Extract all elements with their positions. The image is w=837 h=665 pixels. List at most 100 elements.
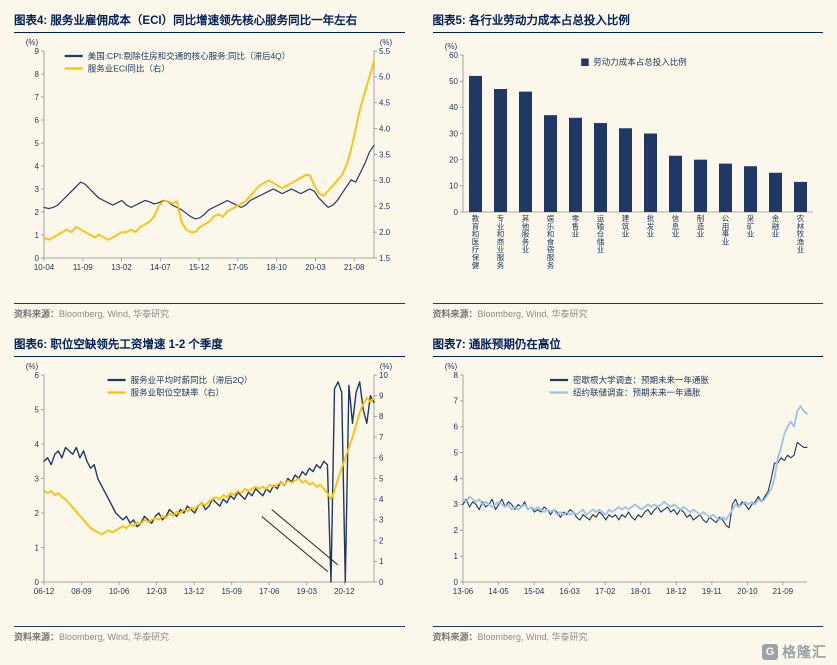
panel-fig4: 图表4: 服务业雇佣成本（ECI）同比增速领先核心服务同比一年左右 0 1 2 3 4 5… xyxy=(14,10,405,320)
svg-text:3: 3 xyxy=(35,474,40,483)
svg-text:06-12: 06-12 xyxy=(34,587,55,596)
svg-text:40: 40 xyxy=(449,103,458,112)
svg-text:4: 4 xyxy=(35,162,40,171)
svg-text:20-12: 20-12 xyxy=(334,587,355,596)
svg-text:19-11: 19-11 xyxy=(701,587,721,596)
source-label: 资料来源： xyxy=(432,308,478,319)
svg-text:8: 8 xyxy=(379,412,384,421)
svg-text:5: 5 xyxy=(453,448,458,457)
svg-text:0: 0 xyxy=(453,208,458,217)
fig5-chart-svg: 0 10 20 30 40 50 60(%) 教育和医疗保健 专业和商业服务 其他服务业 娱乐和食宿… xyxy=(444,42,813,270)
svg-text:劳动力成本占总投入比例: 劳动力成本占总投入比例 xyxy=(593,57,687,67)
svg-text:信息业: 信息业 xyxy=(671,213,679,239)
svg-text:3: 3 xyxy=(35,185,40,194)
fig4-chart-svg: 01234567891.52.02.53.03.54.04.55.05.5(%)… xyxy=(26,38,393,272)
svg-text:(%): (%) xyxy=(26,362,39,371)
fig7-chart-svg: 0 1 2 3 4 5 6 7 8(%) 13-06 14-05 15-04 16-03 17-02 18-… xyxy=(444,362,808,596)
fig7-chart: 0 1 2 3 4 5 6 7 8 (%) 13-06 14-05 15-04 16-03 17-02 18-… xyxy=(433,357,824,627)
svg-text:17-05: 17-05 xyxy=(228,263,249,272)
svg-text:2.0: 2.0 xyxy=(379,228,391,237)
svg-text:15-12: 15-12 xyxy=(189,263,210,272)
svg-text:20: 20 xyxy=(449,155,458,164)
fig6-chart: 0 1 2 3 4 5 6 0 1 2 3 4 5 6 7 8 9 10 (%) (%) 06-12 08-09 10-06… xyxy=(14,357,405,627)
svg-text:7: 7 xyxy=(379,432,384,441)
svg-text:(%): (%) xyxy=(444,42,457,51)
panel-fig7: 图表7: 通胀预期仍在高位 0 1 2 3 4 5 6 7 8 (%) 13-06 14-05 15-0… xyxy=(432,334,824,644)
svg-text:10-04: 10-04 xyxy=(34,263,55,272)
svg-text:2: 2 xyxy=(453,526,458,535)
svg-text:0: 0 xyxy=(379,577,384,586)
svg-text:公用事业: 公用事业 xyxy=(721,214,729,246)
fig7-source: 资料来源：Bloomberg, Wind, 华泰研究 xyxy=(432,626,823,643)
svg-text:8: 8 xyxy=(453,370,458,379)
fig5-title: 图表5: 各行业劳动力成本占总投入比例 xyxy=(432,10,823,33)
svg-text:17-02: 17-02 xyxy=(594,587,615,596)
svg-text:4: 4 xyxy=(453,474,458,483)
svg-text:9: 9 xyxy=(35,47,40,56)
svg-text:4.0: 4.0 xyxy=(379,124,391,133)
panel-fig6: 图表6: 职位空缺领先工资增速 1-2 个季度 0 1 2 3 4 5 6 0 1 2 3 4 5 6 7 8… xyxy=(14,334,405,644)
svg-text:15-04: 15-04 xyxy=(523,587,544,596)
svg-text:(%): (%) xyxy=(380,362,393,371)
svg-text:10: 10 xyxy=(449,182,458,191)
svg-text:服务业ECI同比（右）: 服务业ECI同比（右） xyxy=(88,64,170,74)
svg-text:3.0: 3.0 xyxy=(379,176,391,185)
svg-text:3: 3 xyxy=(453,500,458,509)
svg-text:10-06: 10-06 xyxy=(109,587,130,596)
svg-text:18-12: 18-12 xyxy=(666,587,687,596)
svg-text:服务业职位空缺率（右）: 服务业职位空缺率（右） xyxy=(131,387,225,397)
svg-text:零售业: 零售业 xyxy=(571,214,579,239)
svg-text:5.0: 5.0 xyxy=(379,73,391,82)
fig6-title: 图表6: 职位空缺领先工资增速 1-2 个季度 xyxy=(14,334,405,357)
svg-text:12-03: 12-03 xyxy=(146,587,167,596)
gelonghui-icon: G xyxy=(762,644,778,660)
source-label: 资料来源： xyxy=(14,632,60,642)
svg-text:6: 6 xyxy=(379,453,384,462)
svg-text:0: 0 xyxy=(35,254,40,263)
fig4-title: 图表4: 服务业雇佣成本（ECI）同比增速领先核心服务同比一年左右 xyxy=(14,10,405,33)
svg-text:3.5: 3.5 xyxy=(379,150,391,159)
svg-text:15-09: 15-09 xyxy=(221,587,242,596)
svg-text:6: 6 xyxy=(35,116,40,125)
svg-text:2.5: 2.5 xyxy=(379,202,391,211)
svg-text:其他服务业: 其他服务业 xyxy=(521,214,529,254)
svg-text:6: 6 xyxy=(35,370,40,379)
svg-text:0: 0 xyxy=(453,577,458,586)
charts-grid: 图表4: 服务业雇佣成本（ECI）同比增速领先核心服务同比一年左右 0 1 2 3 4 5… xyxy=(14,10,823,643)
source-label: 资料来源： xyxy=(14,308,60,319)
svg-text:2: 2 xyxy=(379,536,384,545)
svg-text:5: 5 xyxy=(35,139,40,148)
svg-text:10: 10 xyxy=(379,370,388,379)
svg-text:制造业: 制造业 xyxy=(696,213,704,239)
svg-text:(%): (%) xyxy=(380,38,393,47)
svg-text:农林牧渔业: 农林牧渔业 xyxy=(796,213,804,254)
svg-text:0: 0 xyxy=(35,577,40,586)
svg-text:5.5: 5.5 xyxy=(379,47,391,56)
svg-text:20-10: 20-10 xyxy=(737,587,758,596)
svg-text:16-03: 16-03 xyxy=(559,587,580,596)
source-text: Bloomberg, Wind, 华泰研究 xyxy=(59,632,170,642)
svg-text:专业和商业服务: 专业和商业服务 xyxy=(496,213,504,270)
svg-text:2: 2 xyxy=(35,208,40,217)
svg-text:9: 9 xyxy=(379,391,384,400)
svg-text:1: 1 xyxy=(379,557,384,566)
panel-fig5: 图表5: 各行业劳动力成本占总投入比例 0 10 20 30 40 50 60 (%) 教育和医… xyxy=(432,10,824,320)
fig5-source: 资料来源：Bloomberg, Wind, 华泰研究 xyxy=(432,302,823,320)
svg-text:密歇根大学调查：预期未来一年通胀: 密歇根大学调查：预期未来一年通胀 xyxy=(573,375,710,385)
svg-text:采矿业: 采矿业 xyxy=(746,213,754,239)
svg-text:08-09: 08-09 xyxy=(71,587,92,596)
svg-text:13-06: 13-06 xyxy=(452,587,473,596)
svg-text:(%): (%) xyxy=(26,38,39,47)
svg-text:3: 3 xyxy=(379,515,384,524)
svg-text:4: 4 xyxy=(35,439,40,448)
svg-text:18-10: 18-10 xyxy=(266,263,287,272)
svg-text:14-07: 14-07 xyxy=(150,263,171,272)
svg-text:娱乐和食宿服务: 娱乐和食宿服务 xyxy=(546,214,554,270)
fig5-chart: 0 10 20 30 40 50 60 (%) 教育和医疗保健 专业和商业服务 其他服务业 娱乐和食宿… xyxy=(433,33,824,303)
fig4-source: 资料来源：Bloomberg, Wind, 华泰研究 xyxy=(14,302,405,320)
svg-text:7: 7 xyxy=(35,93,40,102)
svg-text:纽约联储调查：预期未来一年通胀: 纽约联储调查：预期未来一年通胀 xyxy=(573,387,701,397)
svg-text:(%): (%) xyxy=(444,362,457,371)
